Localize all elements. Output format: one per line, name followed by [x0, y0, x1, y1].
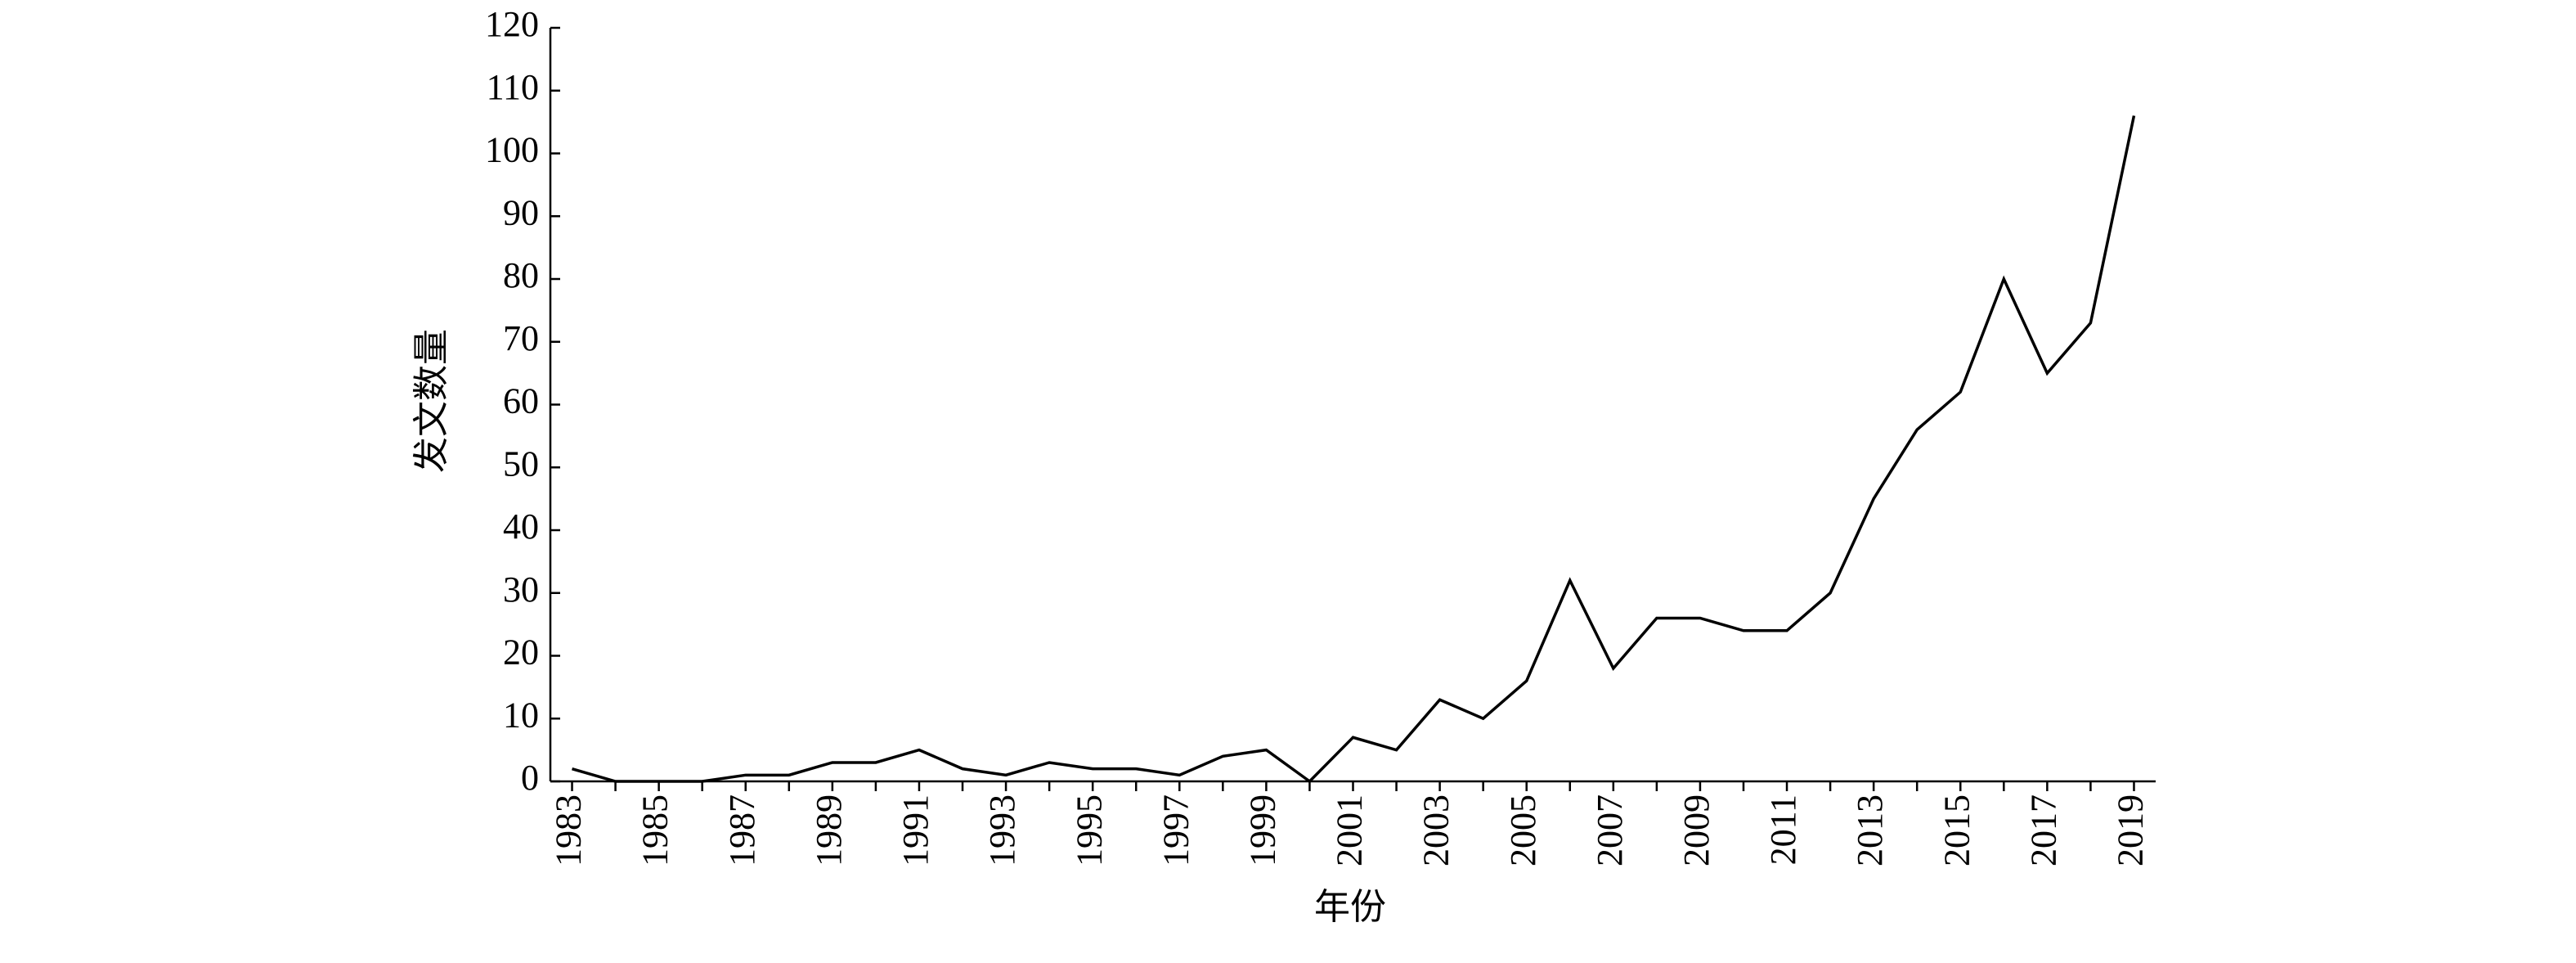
x-tick-label: 1983: [549, 794, 589, 866]
x-tick-label: 1993: [982, 794, 1022, 866]
y-tick-label: 120: [485, 4, 539, 44]
x-tick-label: 1997: [1156, 794, 1196, 866]
x-tick-label: 1989: [809, 794, 849, 866]
x-tick-label: 2009: [1676, 794, 1717, 866]
y-tick-label: 50: [503, 443, 539, 484]
x-tick-label: 2019: [2111, 794, 2151, 866]
y-tick-label: 20: [503, 632, 539, 673]
y-tick-label: 110: [487, 67, 539, 107]
y-axis-title: 发文数量: [411, 329, 451, 473]
x-tick-label: 2017: [2023, 794, 2063, 866]
y-tick-label: 30: [503, 569, 539, 610]
y-tick-label: 90: [503, 192, 539, 232]
y-tick-label: 40: [503, 506, 539, 547]
y-tick-label: 0: [521, 758, 539, 798]
x-tick-label: 2015: [1936, 794, 1977, 866]
y-tick-label: 100: [485, 130, 539, 170]
y-tick-label: 70: [503, 318, 539, 358]
x-tick-label: 1987: [722, 794, 762, 866]
x-tick-label: 1999: [1242, 794, 1282, 866]
data-line: [572, 115, 2136, 784]
y-tick-label: 10: [503, 695, 539, 735]
x-tick-label: 2007: [1590, 794, 1630, 866]
x-tick-label: 1995: [1069, 794, 1109, 866]
x-tick-label: 2013: [1850, 794, 1890, 866]
y-tick-label: 60: [503, 381, 539, 421]
x-tick-label: 1985: [635, 794, 675, 866]
x-tick-label: 2011: [1763, 794, 1803, 865]
x-tick-label: 2003: [1416, 794, 1456, 866]
x-tick-label: 2005: [1503, 794, 1543, 866]
x-tick-label: 2001: [1330, 794, 1370, 866]
x-axis-title: 年份: [1314, 887, 1386, 927]
y-tick-label: 80: [503, 255, 539, 295]
x-tick-label: 1991: [895, 794, 936, 866]
